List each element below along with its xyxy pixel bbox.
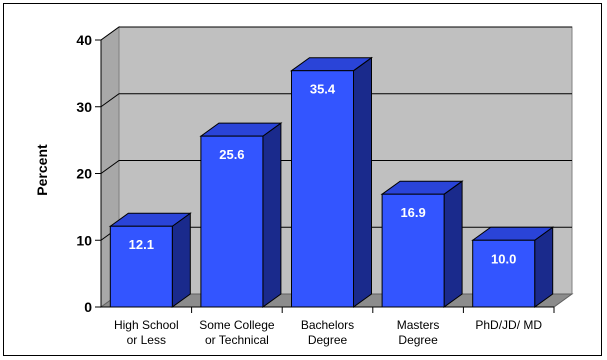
x-tick-label: Degree — [308, 333, 348, 347]
data-label: 10.0 — [491, 251, 516, 266]
data-label: 16.9 — [400, 205, 425, 220]
gridline — [100, 160, 572, 174]
x-tick-label: PhD/JD/ MD — [475, 318, 542, 332]
x-tick-label: Some College — [199, 318, 275, 332]
x-tick-label: Degree — [398, 333, 438, 347]
data-label: 25.6 — [219, 147, 244, 162]
y-tick-label: 10 — [76, 232, 92, 248]
bar — [200, 135, 264, 308]
y-axis-label: Percent — [34, 144, 50, 196]
x-tick-label: High School — [114, 318, 179, 332]
y-tick-label: 30 — [76, 99, 92, 115]
y-tick-label: 20 — [76, 166, 92, 182]
chart-frame: 0 10 20 30 40 12.1 High School or Less 25.6 Some … — [3, 3, 602, 356]
bar-side — [534, 226, 554, 308]
x-tick-label: or Less — [127, 333, 166, 347]
gridline — [100, 93, 572, 108]
data-label: 12.1 — [129, 237, 154, 252]
x-tick-label: or Technical — [205, 333, 269, 347]
bar — [291, 70, 354, 308]
bar — [381, 193, 445, 308]
y-tick-label: 40 — [76, 32, 92, 48]
bar-side — [353, 56, 372, 308]
bar-side — [443, 180, 463, 308]
bars — [108, 56, 555, 308]
y-tick-label: 0 — [84, 299, 92, 315]
x-tick-label: Masters — [397, 318, 440, 332]
data-label: 35.4 — [310, 82, 336, 97]
bar-side — [171, 212, 191, 308]
gridline — [100, 26, 572, 41]
bar-side — [262, 122, 282, 308]
bar — [472, 239, 536, 308]
bar — [109, 225, 173, 308]
x-tick-label: Bachelors — [301, 318, 354, 332]
